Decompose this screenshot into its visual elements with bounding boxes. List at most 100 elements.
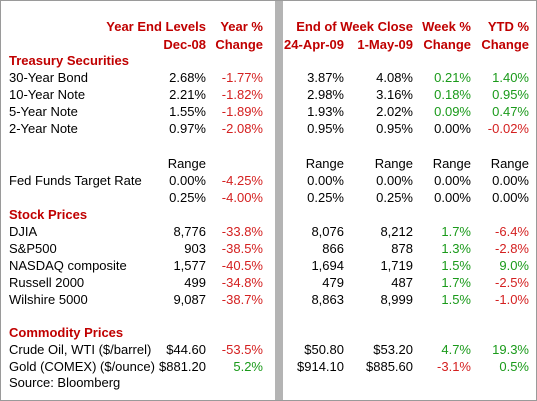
cell: 1.7% (441, 275, 471, 290)
cell: 8,863 (311, 292, 344, 307)
cell: 0.00% (434, 190, 471, 205)
row-label: 10-Year Note (9, 87, 86, 102)
row-label: Russell 2000 (9, 275, 85, 290)
cell: 0.5% (499, 359, 529, 374)
column-header: 24-Apr-09 (284, 37, 344, 52)
section-title: Stock Prices (9, 207, 88, 222)
cell: 0.00% (169, 173, 206, 188)
section-title: Commodity Prices (9, 325, 124, 340)
cell: 1,719 (380, 258, 413, 273)
cell: 903 (184, 241, 206, 256)
cell: -53.5% (221, 342, 263, 357)
cell: 0.25% (376, 190, 413, 205)
cell: 0.00% (434, 173, 471, 188)
cell: $885.60 (366, 359, 413, 374)
row-label: NASDAQ composite (9, 258, 127, 273)
cell: 1.5% (441, 292, 471, 307)
cell: 2.98% (307, 87, 344, 102)
cell: 3.16% (376, 87, 413, 102)
cell: 0.00% (434, 121, 471, 136)
cell: -1.82% (221, 87, 263, 102)
cell: 0.00% (376, 173, 413, 188)
row-label: Fed Funds Target Rate (9, 173, 142, 188)
cell: 499 (184, 275, 206, 290)
row-label: Crude Oil, WTI ($/barrel) (9, 342, 152, 357)
cell: Range (305, 156, 344, 171)
header-label: End of Week Close (296, 19, 413, 34)
row-label: DJIA (9, 224, 38, 239)
cell: 0.25% (307, 190, 344, 205)
cell: 8,999 (380, 292, 413, 307)
cell: -38.7% (221, 292, 263, 307)
cell: -1.77% (221, 70, 263, 85)
row-label: 2-Year Note (9, 121, 78, 136)
cell: 1.5% (441, 258, 471, 273)
cell: 0.25% (169, 190, 206, 205)
cell: 0.09% (434, 104, 471, 119)
cell: -38.5% (221, 241, 263, 256)
cell: 5.2% (233, 359, 263, 374)
cell: Range (374, 156, 413, 171)
cell: 0.97% (169, 121, 206, 136)
cell: 1.93% (307, 104, 344, 119)
row-label: Wilshire 5000 (9, 292, 88, 307)
cell: 1,694 (311, 258, 344, 273)
cell: 9.0% (499, 258, 529, 273)
cell: -6.4% (495, 224, 529, 239)
cell: 1,577 (173, 258, 206, 273)
cell: $44.60 (166, 342, 206, 357)
cell: 2.02% (376, 104, 413, 119)
section-title: Treasury Securities (9, 53, 129, 68)
source-note: Source: Bloomberg (9, 375, 121, 390)
cell: 3.87% (307, 70, 344, 85)
divider (275, 1, 283, 400)
row-label: Gold (COMEX) ($/ounce) (9, 359, 155, 374)
cell: -2.8% (495, 241, 529, 256)
cell: $881.20 (159, 359, 206, 374)
cell: 4.7% (441, 342, 471, 357)
column-header: 1-May-09 (357, 37, 413, 52)
row-label: S&P500 (9, 241, 57, 256)
cell: 866 (322, 241, 344, 256)
cell: 1.3% (441, 241, 471, 256)
cell: -1.0% (495, 292, 529, 307)
row-label: 5-Year Note (9, 104, 78, 119)
cell: Range (432, 156, 471, 171)
cell: 8,212 (380, 224, 413, 239)
cell: 0.00% (492, 173, 529, 188)
cell: $50.80 (304, 342, 344, 357)
cell: -2.5% (495, 275, 529, 290)
cell: 0.18% (434, 87, 471, 102)
column-header: Change (215, 37, 263, 52)
cell: 878 (391, 241, 413, 256)
cell: Range (167, 156, 206, 171)
cell: Range (490, 156, 529, 171)
cell: -34.8% (221, 275, 263, 290)
cell: 9,087 (173, 292, 206, 307)
header-label: Week % (422, 19, 471, 34)
cell: 1.55% (169, 104, 206, 119)
cell: -4.00% (221, 190, 263, 205)
cell: 4.08% (376, 70, 413, 85)
cell: $914.10 (297, 359, 344, 374)
cell: 2.21% (169, 87, 206, 102)
cell: 0.00% (492, 190, 529, 205)
cell: 0.95% (376, 121, 413, 136)
cell: -33.8% (221, 224, 263, 239)
cell: 2.68% (169, 70, 206, 85)
column-header: Dec-08 (163, 37, 206, 52)
cell: 1.40% (492, 70, 529, 85)
cell: 0.47% (492, 104, 529, 119)
header-label: YTD % (487, 19, 529, 34)
column-header: Change (423, 37, 471, 52)
header-label: Year End Levels (106, 19, 206, 34)
cell: 8,776 (173, 224, 206, 239)
cell: 479 (322, 275, 344, 290)
cell: 1.7% (441, 224, 471, 239)
cell: 8,076 (311, 224, 344, 239)
row-label: 30-Year Bond (9, 70, 89, 85)
cell: $53.20 (373, 342, 413, 357)
cell: -4.25% (221, 173, 263, 188)
cell: -1.89% (221, 104, 263, 119)
